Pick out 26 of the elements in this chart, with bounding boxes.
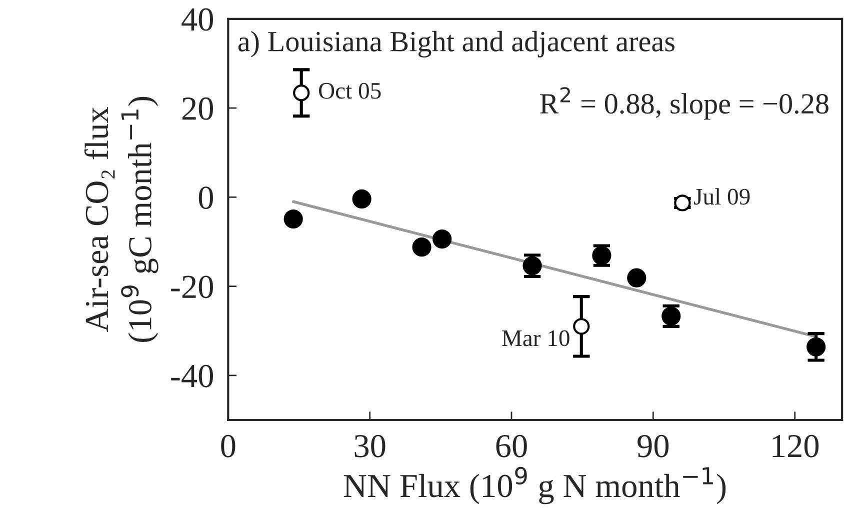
annotation: Mar 10 xyxy=(502,330,570,346)
x-tick-label: 60 xyxy=(496,434,527,458)
point xyxy=(522,256,542,276)
point xyxy=(806,337,826,356)
x-tick-label: 30 xyxy=(354,434,386,458)
point xyxy=(352,189,372,208)
point xyxy=(293,84,310,102)
y-tick-label: 20 xyxy=(182,97,214,120)
y-tick-label: 0 xyxy=(198,186,214,210)
point xyxy=(412,238,432,257)
annotation: a) Louisiana Bight and adjacent areas xyxy=(238,30,674,58)
x-tick-label: 0 xyxy=(221,434,236,458)
y-axis-title: Air-sea CO₂ flux (10$^{9}$ gC month$^{−1}$) xyxy=(84,96,158,342)
y-tick-label: -20 xyxy=(171,276,214,298)
y-tick-label: -40 xyxy=(171,364,214,388)
point xyxy=(627,268,646,288)
annotation: Jul 09 xyxy=(694,188,750,205)
x-tick-label: 90 xyxy=(638,434,669,458)
x-tick-label: 120 xyxy=(772,434,819,458)
annotation: Oct 05 xyxy=(318,82,381,99)
x-axis-title: NN Flux (10$^{9}$ g N month$^{−1}$) xyxy=(344,466,726,504)
point xyxy=(284,209,303,229)
point xyxy=(573,318,590,335)
y-tick-label: 40 xyxy=(182,8,214,31)
annotation: R$^{2}$ = 0.88, slope = −0.28 xyxy=(540,87,828,120)
point xyxy=(432,230,452,249)
